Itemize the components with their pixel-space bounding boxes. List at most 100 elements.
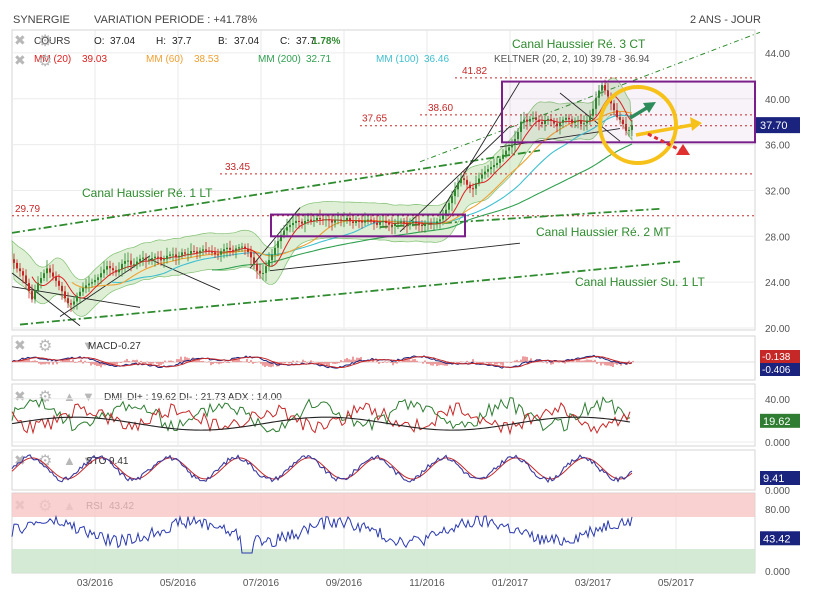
macd-hist-bar: [48, 362, 50, 365]
candle-body: [343, 220, 345, 222]
candle-body: [88, 283, 90, 286]
candle-body: [286, 227, 288, 231]
macd-hist-bar: [426, 362, 428, 364]
indicator-value: -0.27: [118, 341, 141, 352]
candle-body: [265, 266, 267, 273]
channel-lt1: [11, 149, 541, 234]
macd-hist-bar: [34, 360, 36, 363]
macd-hist-bar: [28, 358, 30, 363]
macd-hist-bar: [614, 362, 616, 364]
macd-hist-bar: [122, 361, 124, 363]
candle-body: [397, 222, 399, 224]
candle-body: [127, 260, 129, 262]
macd-hist-bar: [408, 359, 410, 363]
candle-body: [313, 220, 315, 222]
macd-hist-bar: [546, 362, 548, 364]
macd-hist-bar: [416, 360, 418, 363]
macd-hist-bar: [154, 362, 156, 363]
candle-body: [613, 103, 615, 111]
candle-body: [631, 125, 633, 130]
macd-hist-bar: [298, 361, 300, 363]
macd-hist-bar: [218, 362, 220, 365]
candle-body: [493, 165, 495, 168]
macd-hist-bar: [228, 362, 230, 363]
period-label[interactable]: 2 ANS - JOUR: [690, 14, 761, 26]
macd-hist-bar: [526, 356, 528, 363]
ma-value: 36.46: [424, 54, 449, 65]
macd-hist-bar: [602, 362, 604, 364]
macd-hist-bar: [20, 360, 22, 363]
ohlc-value: 37.04: [234, 36, 259, 47]
chart-header: SYNERGIE VARIATION PERIODE : +41.78% 2 A…: [0, 0, 818, 30]
level-label: 29.79: [15, 204, 40, 215]
macd-hist-bar: [616, 362, 618, 365]
candle-body: [511, 144, 513, 148]
candle-body: [46, 268, 48, 274]
side-arrow-head: [690, 117, 702, 131]
macd-hist-bar: [54, 361, 56, 363]
macd-hist-bar: [524, 356, 526, 363]
candle-body: [628, 129, 630, 131]
macd-hist-bar: [288, 362, 290, 364]
macd-hist-bar: [82, 362, 84, 364]
ohlc-value: 37.7: [296, 36, 316, 47]
ma-label: MM (200): [258, 54, 301, 65]
candle-body: [118, 269, 120, 273]
macd-hist-bar: [630, 362, 632, 363]
candle-body: [496, 162, 498, 166]
candle-body: [208, 250, 210, 252]
macd-hist-bar: [336, 362, 338, 364]
level-label: 37.65: [362, 114, 387, 125]
macd-hist-bar: [460, 361, 462, 363]
macd-hist-bar: [512, 361, 514, 363]
candle-body: [553, 121, 555, 124]
candle-body: [532, 117, 534, 119]
macd-hist-bar: [376, 360, 378, 363]
candle-body: [556, 123, 558, 127]
candle-body: [253, 257, 255, 264]
candle-body: [160, 256, 162, 261]
candle-body: [403, 221, 405, 223]
candle-body: [583, 123, 585, 125]
macd-hist-bar: [564, 362, 566, 364]
candle-body: [412, 221, 414, 223]
candle-body: [541, 121, 543, 124]
macd-hist-bar: [518, 361, 520, 363]
macd-hist-bar: [550, 362, 552, 365]
candle-body: [277, 241, 279, 248]
candle-body: [625, 123, 627, 131]
candle-body: [262, 272, 264, 274]
sto-line: [11, 454, 633, 484]
candle-body: [112, 268, 114, 271]
candle-body: [580, 120, 582, 124]
candle-body: [25, 275, 27, 284]
last-price-box: [756, 117, 800, 134]
macd-hist-bar: [18, 361, 20, 363]
macd-hist-bar: [510, 362, 512, 363]
rsi-box-label: 43.42: [763, 533, 791, 545]
macd-hist-bar: [384, 361, 386, 363]
macd-hist-bar: [234, 358, 236, 363]
macd-hist-bar: [116, 362, 118, 365]
candle-body: [292, 223, 294, 226]
candle-body: [445, 209, 447, 216]
candle-body: [463, 178, 465, 180]
candle-body: [103, 269, 105, 274]
candle-body: [142, 257, 144, 259]
macd-hist-bar: [406, 358, 408, 363]
down-arrow-head: [676, 144, 690, 155]
macd-hist-bar: [556, 360, 558, 363]
macd-hist-bar: [522, 356, 524, 363]
macd-hist-bar: [324, 362, 326, 365]
candle-body: [466, 179, 468, 185]
candle-body: [586, 120, 588, 124]
candle-body: [598, 90, 600, 98]
rsi-oversold-zone: [12, 549, 755, 573]
candle-body: [217, 254, 219, 256]
candle-body: [37, 282, 39, 291]
candle-body: [439, 219, 441, 222]
candle-body: [19, 268, 21, 272]
candle-body: [106, 266, 108, 270]
candle-body: [202, 249, 204, 251]
candle-body: [433, 223, 435, 225]
